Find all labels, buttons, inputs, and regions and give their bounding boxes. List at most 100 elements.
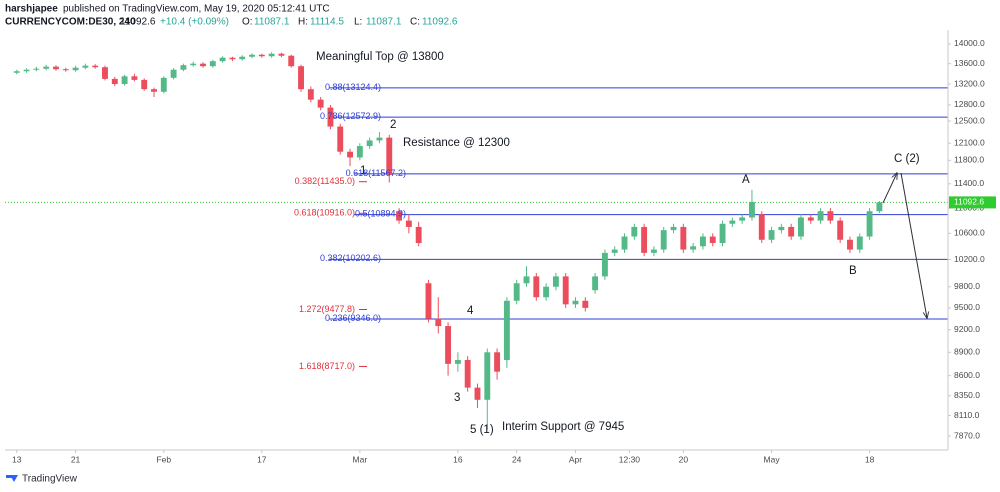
arrow — [882, 173, 897, 204]
price: 11092.6 — [120, 17, 156, 28]
candle-body — [866, 211, 873, 237]
wave-label: A — [742, 174, 750, 186]
candle-body — [454, 359, 461, 364]
x-tick-label: Feb — [156, 454, 171, 464]
plot-area — [5, 52, 948, 430]
x-tick-label: 17 — [257, 454, 267, 464]
candle-body — [13, 71, 20, 73]
candle-body — [53, 66, 59, 70]
candle-body — [249, 54, 255, 57]
candle-body — [856, 236, 863, 250]
candle-body — [758, 214, 765, 240]
ohlc-key: L: — [354, 17, 362, 28]
ohlc-value: 11087.1 — [254, 17, 290, 28]
x-tick-label: Apr — [569, 454, 582, 464]
candle-body — [43, 66, 50, 69]
x-tick-label: 16 — [453, 454, 463, 464]
candle-body — [837, 220, 844, 240]
candle-body — [200, 63, 206, 67]
ohlc-key: H: — [298, 17, 308, 28]
y-tick-label: 11800.0 — [954, 155, 984, 165]
x-tick-label: 12:30 — [619, 454, 641, 464]
fib-label: 0.5(10894.9) — [355, 209, 406, 219]
x-tick-label: May — [764, 454, 781, 464]
candle-body — [847, 239, 853, 250]
candle-body — [337, 126, 344, 152]
y-tick-label: 12500.0 — [954, 115, 985, 125]
footer-logo: TradingView — [6, 474, 78, 485]
fib-label: 0.786(12572.9) — [320, 111, 381, 121]
ohlc-value: 11114.5 — [310, 17, 344, 28]
candle-body — [641, 226, 648, 253]
ohlc-key: O: — [242, 17, 253, 28]
candle-body — [102, 67, 108, 79]
x-tick-label: 21 — [71, 454, 81, 464]
candle-body — [258, 54, 265, 57]
candle-body — [650, 249, 657, 253]
candle-body — [533, 276, 540, 298]
footer-brand: TradingView — [22, 474, 78, 485]
candle-body — [229, 57, 236, 60]
candle-body — [376, 137, 383, 141]
wave-label: 5 (1) — [470, 424, 494, 436]
candle-body — [415, 226, 422, 244]
ohlc-value: 11092.6 — [422, 17, 458, 28]
wave-label: 1 — [360, 165, 366, 177]
candle-body — [82, 65, 89, 68]
x-tick-label: 24 — [512, 454, 522, 464]
candle-body — [23, 69, 30, 72]
candle-body — [190, 63, 197, 66]
candle-body — [729, 220, 736, 224]
candle-body — [817, 211, 824, 221]
candle-body — [327, 107, 334, 127]
candle-body — [405, 220, 412, 227]
y-tick-label: 9200.0 — [954, 324, 980, 334]
candle-body — [680, 226, 687, 250]
y-tick-label: 10200.0 — [954, 254, 985, 264]
y-tick-label: 13200.0 — [954, 78, 985, 88]
symbol: CURRENCYCOM:DE30, 240 — [5, 17, 136, 28]
candle-body — [484, 352, 491, 400]
candle-body — [366, 140, 373, 147]
annotation: Interim Support @ 7945 — [502, 421, 624, 433]
candle-body — [631, 226, 638, 237]
ohlc-key: C: — [410, 17, 420, 28]
wave-label: B — [849, 265, 857, 277]
candle-body — [317, 99, 324, 108]
candle-body — [131, 76, 138, 80]
candle-body — [611, 249, 618, 253]
candle-body — [513, 283, 520, 301]
candle-body — [739, 217, 746, 221]
candle-body — [356, 146, 363, 158]
wave-label: 4 — [467, 305, 474, 317]
y-tick-label: 10600.0 — [954, 228, 985, 238]
y-tick-label: 12800.0 — [954, 99, 985, 109]
change: +10.4 (+0.09%) — [160, 17, 229, 28]
last-price-label: 11092.6 — [954, 197, 984, 207]
candle-body — [121, 76, 128, 85]
wave-label: 2 — [390, 119, 396, 131]
y-tick-label: 8350.0 — [954, 390, 980, 400]
candle-body — [160, 77, 167, 92]
candle-body — [788, 226, 795, 237]
fib-ext-label: 1.272(9477.8) — [299, 304, 355, 314]
candle-body — [347, 151, 353, 158]
y-tick-label: 8110.0 — [954, 410, 980, 420]
y-tick-label: 7870.0 — [954, 430, 980, 440]
publisher: harshjapee — [5, 4, 58, 15]
annotation: Meaningful Top @ 13800 — [316, 51, 444, 63]
y-tick-label: 12100.0 — [954, 137, 985, 147]
candle-body — [582, 300, 589, 308]
y-tick-label: 13600.0 — [954, 58, 985, 68]
candle-body — [494, 352, 501, 372]
candle-body — [699, 236, 706, 247]
candle-body — [719, 223, 726, 244]
candle-body — [709, 236, 716, 244]
published: published on TradingView.com, May 19, 20… — [63, 4, 330, 15]
candle-body — [552, 276, 559, 287]
x-tick-label: 18 — [865, 454, 875, 464]
fib-label: 0.236(9346.0) — [325, 313, 381, 323]
candle-body — [523, 276, 530, 284]
candle-body — [72, 67, 79, 71]
